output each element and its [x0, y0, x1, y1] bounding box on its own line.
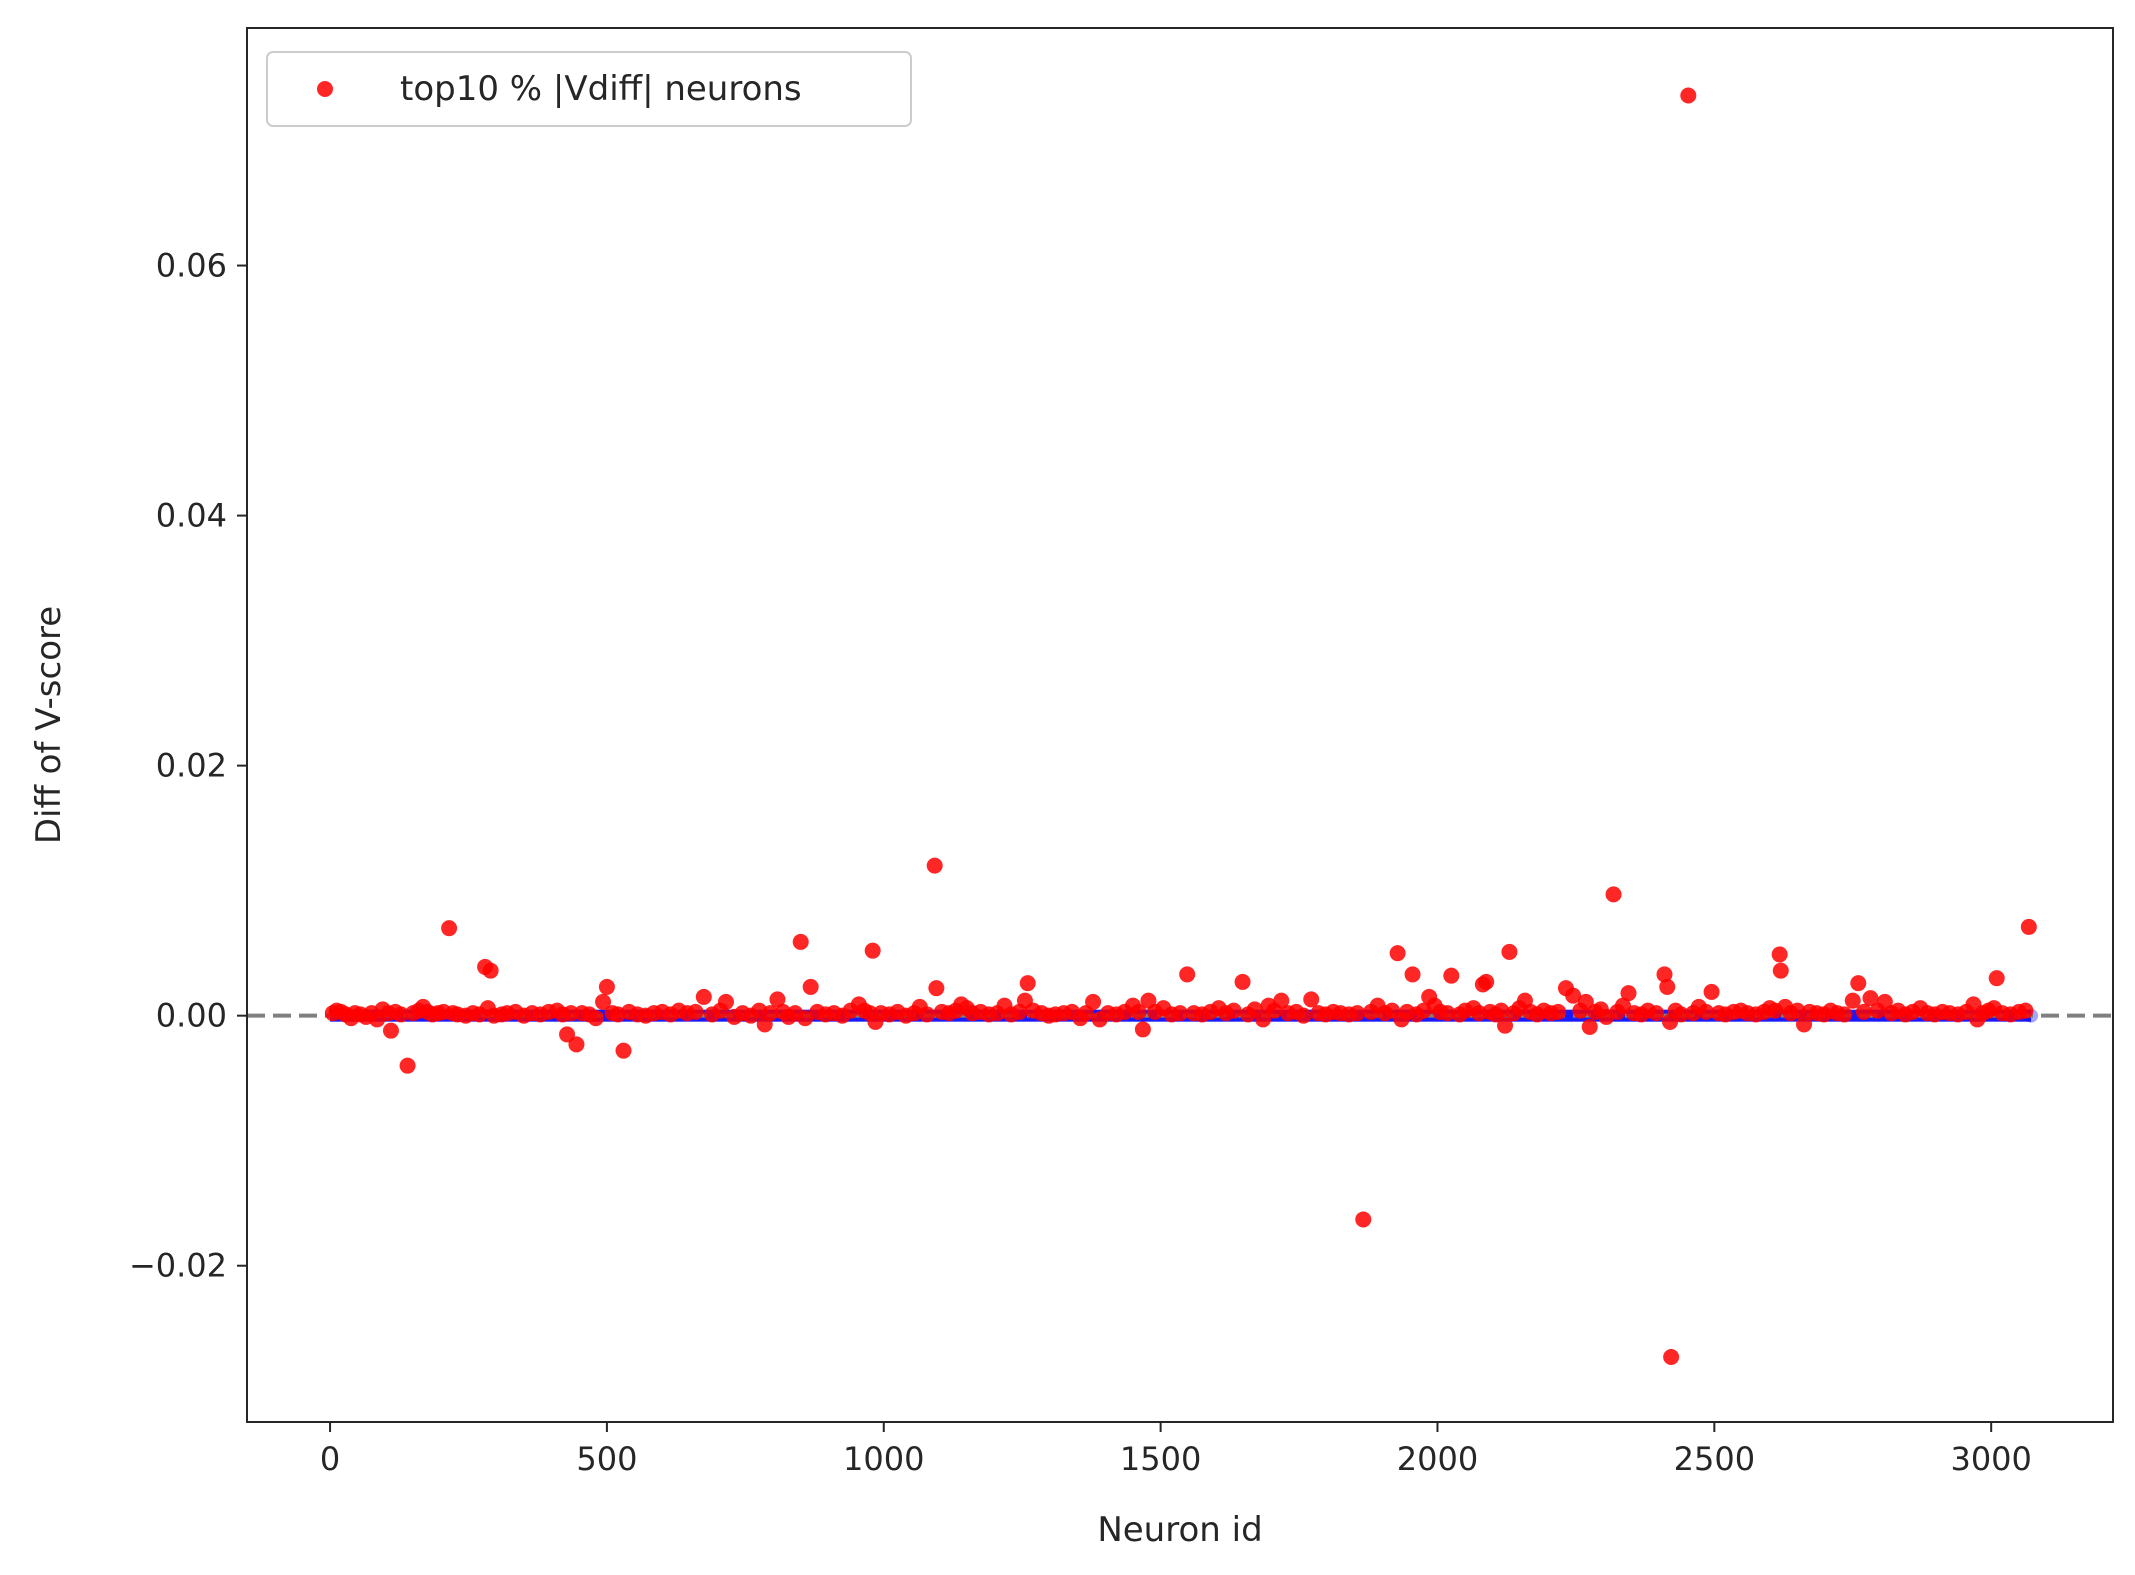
x-tick-label: 1500 — [1120, 1440, 1201, 1478]
top10-point — [1772, 962, 1789, 979]
top10-point — [1771, 946, 1788, 963]
x-tick-label: 2500 — [1674, 1440, 1755, 1478]
top10-point — [1389, 945, 1406, 962]
top10-point — [1497, 1017, 1514, 1034]
top10-point — [1478, 973, 1495, 990]
top10-point — [864, 942, 881, 959]
top10-point — [918, 1006, 935, 1023]
top10-point — [1234, 973, 1251, 990]
plot-background — [247, 28, 2113, 1422]
top10-point — [1550, 1003, 1567, 1020]
top10-point — [615, 1042, 632, 1059]
legend: top10 % |Vdiff| neurons — [266, 51, 912, 127]
top10-point — [1085, 993, 1102, 1010]
legend-label-top10: top10 % |Vdiff| neurons — [400, 69, 802, 109]
top10-point — [568, 1036, 585, 1053]
top10-point — [392, 1006, 409, 1023]
top10-point — [1698, 1003, 1715, 1020]
top10-point — [1855, 1003, 1872, 1020]
y-tick-label: 0.04 — [156, 497, 227, 535]
y-tick-label: 0.06 — [156, 247, 227, 285]
top10-point — [1656, 966, 1673, 983]
top10-point — [1349, 1005, 1366, 1022]
top10-point — [1179, 966, 1196, 983]
top10-point — [1844, 992, 1861, 1009]
top10-point — [562, 1005, 579, 1022]
top10-point — [1225, 1002, 1242, 1019]
top10-point — [595, 993, 612, 1010]
top10-point — [1404, 966, 1421, 983]
top10-point — [1439, 1005, 1456, 1022]
top10-point — [1273, 992, 1290, 1009]
y-axis: −0.02 0.00 0.02 0.04 0.06 — [129, 247, 247, 1285]
x-tick-label: 3000 — [1950, 1440, 2031, 1478]
top10-point — [441, 920, 458, 937]
top10-point — [1577, 993, 1594, 1010]
top10-point — [1295, 1007, 1312, 1024]
top10-point — [762, 1005, 779, 1022]
top10-point — [1565, 987, 1582, 1004]
x-tick-label: 1000 — [843, 1440, 924, 1478]
top10-point — [559, 1026, 576, 1043]
top10-point — [1796, 1016, 1813, 1033]
top10-point — [1659, 978, 1676, 995]
legend-marker-top10 — [317, 81, 333, 97]
x-axis: 0 500 1000 1500 2000 2500 3000 — [320, 1422, 2032, 1478]
top10-point — [695, 988, 712, 1005]
top10-point — [687, 1003, 704, 1020]
top10-point — [1620, 985, 1637, 1002]
top10-point — [1443, 967, 1460, 984]
top10-point — [2017, 1002, 2034, 1019]
top10-point — [1703, 983, 1720, 1000]
top10-point — [1172, 1005, 1188, 1022]
x-axis-label: Neuron id — [1097, 1510, 1262, 1550]
plot-frame — [246, 27, 2114, 1423]
top10-point — [1303, 991, 1320, 1008]
y-axis-label: Diff of V-score — [29, 606, 69, 844]
top10-point — [1663, 1348, 1680, 1365]
top10-point — [792, 933, 809, 950]
top10-point — [399, 1057, 416, 1074]
top10-point — [482, 962, 499, 979]
top10-point — [1862, 990, 1879, 1007]
y-tick-label: 0.00 — [156, 997, 227, 1035]
top10-point — [1255, 1011, 1272, 1028]
top10-point — [802, 978, 819, 995]
x-tick-label: 500 — [576, 1440, 637, 1478]
top10-point — [2020, 918, 2037, 935]
top10-point — [1501, 943, 1518, 960]
legend-box — [266, 51, 912, 127]
top10-point — [1850, 975, 1867, 992]
top10-point — [1581, 1018, 1598, 1035]
x-tick-label: 2000 — [1397, 1440, 1478, 1478]
top10-point — [1605, 886, 1622, 903]
top10-point — [1648, 1005, 1665, 1022]
top10-point — [1789, 1002, 1806, 1019]
top10-point — [1130, 1003, 1147, 1020]
top10-series — [324, 87, 2037, 1365]
plot-area — [246, 27, 2114, 1423]
top10-point — [1680, 87, 1697, 104]
top10-point — [1988, 970, 2005, 987]
y-tick-label: 0.02 — [156, 747, 227, 785]
top10-point — [1836, 1006, 1853, 1023]
top10-point — [1355, 1211, 1372, 1228]
top10-point — [797, 1010, 814, 1027]
top10-point — [928, 980, 945, 997]
top10-point — [382, 1022, 399, 1039]
top10-point — [1134, 1021, 1151, 1038]
top10-point — [717, 993, 734, 1010]
top10-point — [1019, 975, 1036, 992]
top10-point — [926, 857, 943, 874]
x-tick-label: 0 — [320, 1440, 340, 1478]
y-tick-label: −0.02 — [129, 1247, 227, 1285]
top10-point — [587, 1010, 604, 1027]
top10-point — [598, 978, 615, 995]
top10-point — [769, 991, 786, 1008]
top10-point — [1493, 1002, 1510, 1019]
top10-point — [1673, 1006, 1690, 1023]
